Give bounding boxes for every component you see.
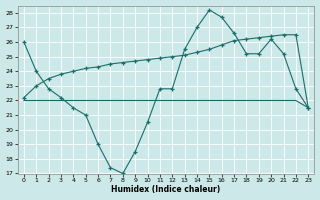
X-axis label: Humidex (Indice chaleur): Humidex (Indice chaleur)	[111, 185, 221, 194]
